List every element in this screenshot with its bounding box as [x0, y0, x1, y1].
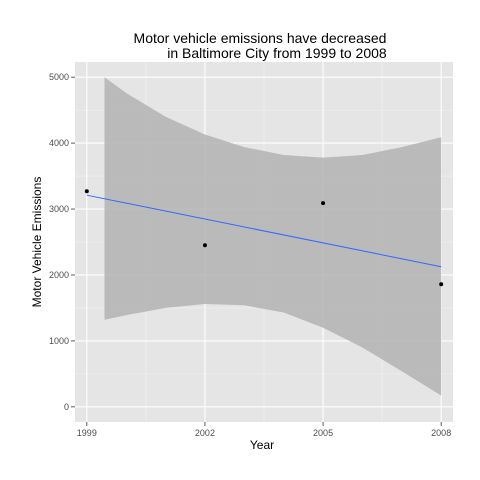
- axis-ticks: 0 1000 2000 3000 4000 5000 1999 2002 2005 2008: [49, 72, 451, 438]
- data-point: [202, 243, 207, 248]
- x-tick-label: 1999: [77, 428, 97, 438]
- x-axis-title: Year: [250, 438, 274, 452]
- x-tick-label: 2005: [313, 428, 333, 438]
- y-tick-label: 3000: [49, 204, 69, 214]
- y-tick-label: 0: [64, 402, 69, 412]
- data-point: [84, 189, 89, 194]
- data-point: [439, 282, 444, 287]
- confidence-band: [104, 77, 442, 396]
- y-tick-label: 5000: [49, 72, 69, 82]
- data-points: [84, 189, 444, 287]
- data-point: [321, 201, 326, 206]
- x-tick-label: 2008: [431, 428, 451, 438]
- y-tick-label: 2000: [49, 270, 69, 280]
- confidence-band-layer: [104, 77, 442, 396]
- y-tick-label: 4000: [49, 138, 69, 148]
- trend-line-layer: [86, 194, 442, 268]
- x-tick-label: 2002: [195, 428, 215, 438]
- y-axis-title: Motor Vehicle Emissions: [30, 177, 44, 308]
- y-tick-label: 1000: [49, 336, 69, 346]
- trend-line: [86, 194, 442, 268]
- chart-title-line-1: Motor vehicle emissions have decreased: [134, 30, 387, 46]
- chart-title-line-2: in Baltimore City from 1999 to 2008: [167, 45, 387, 61]
